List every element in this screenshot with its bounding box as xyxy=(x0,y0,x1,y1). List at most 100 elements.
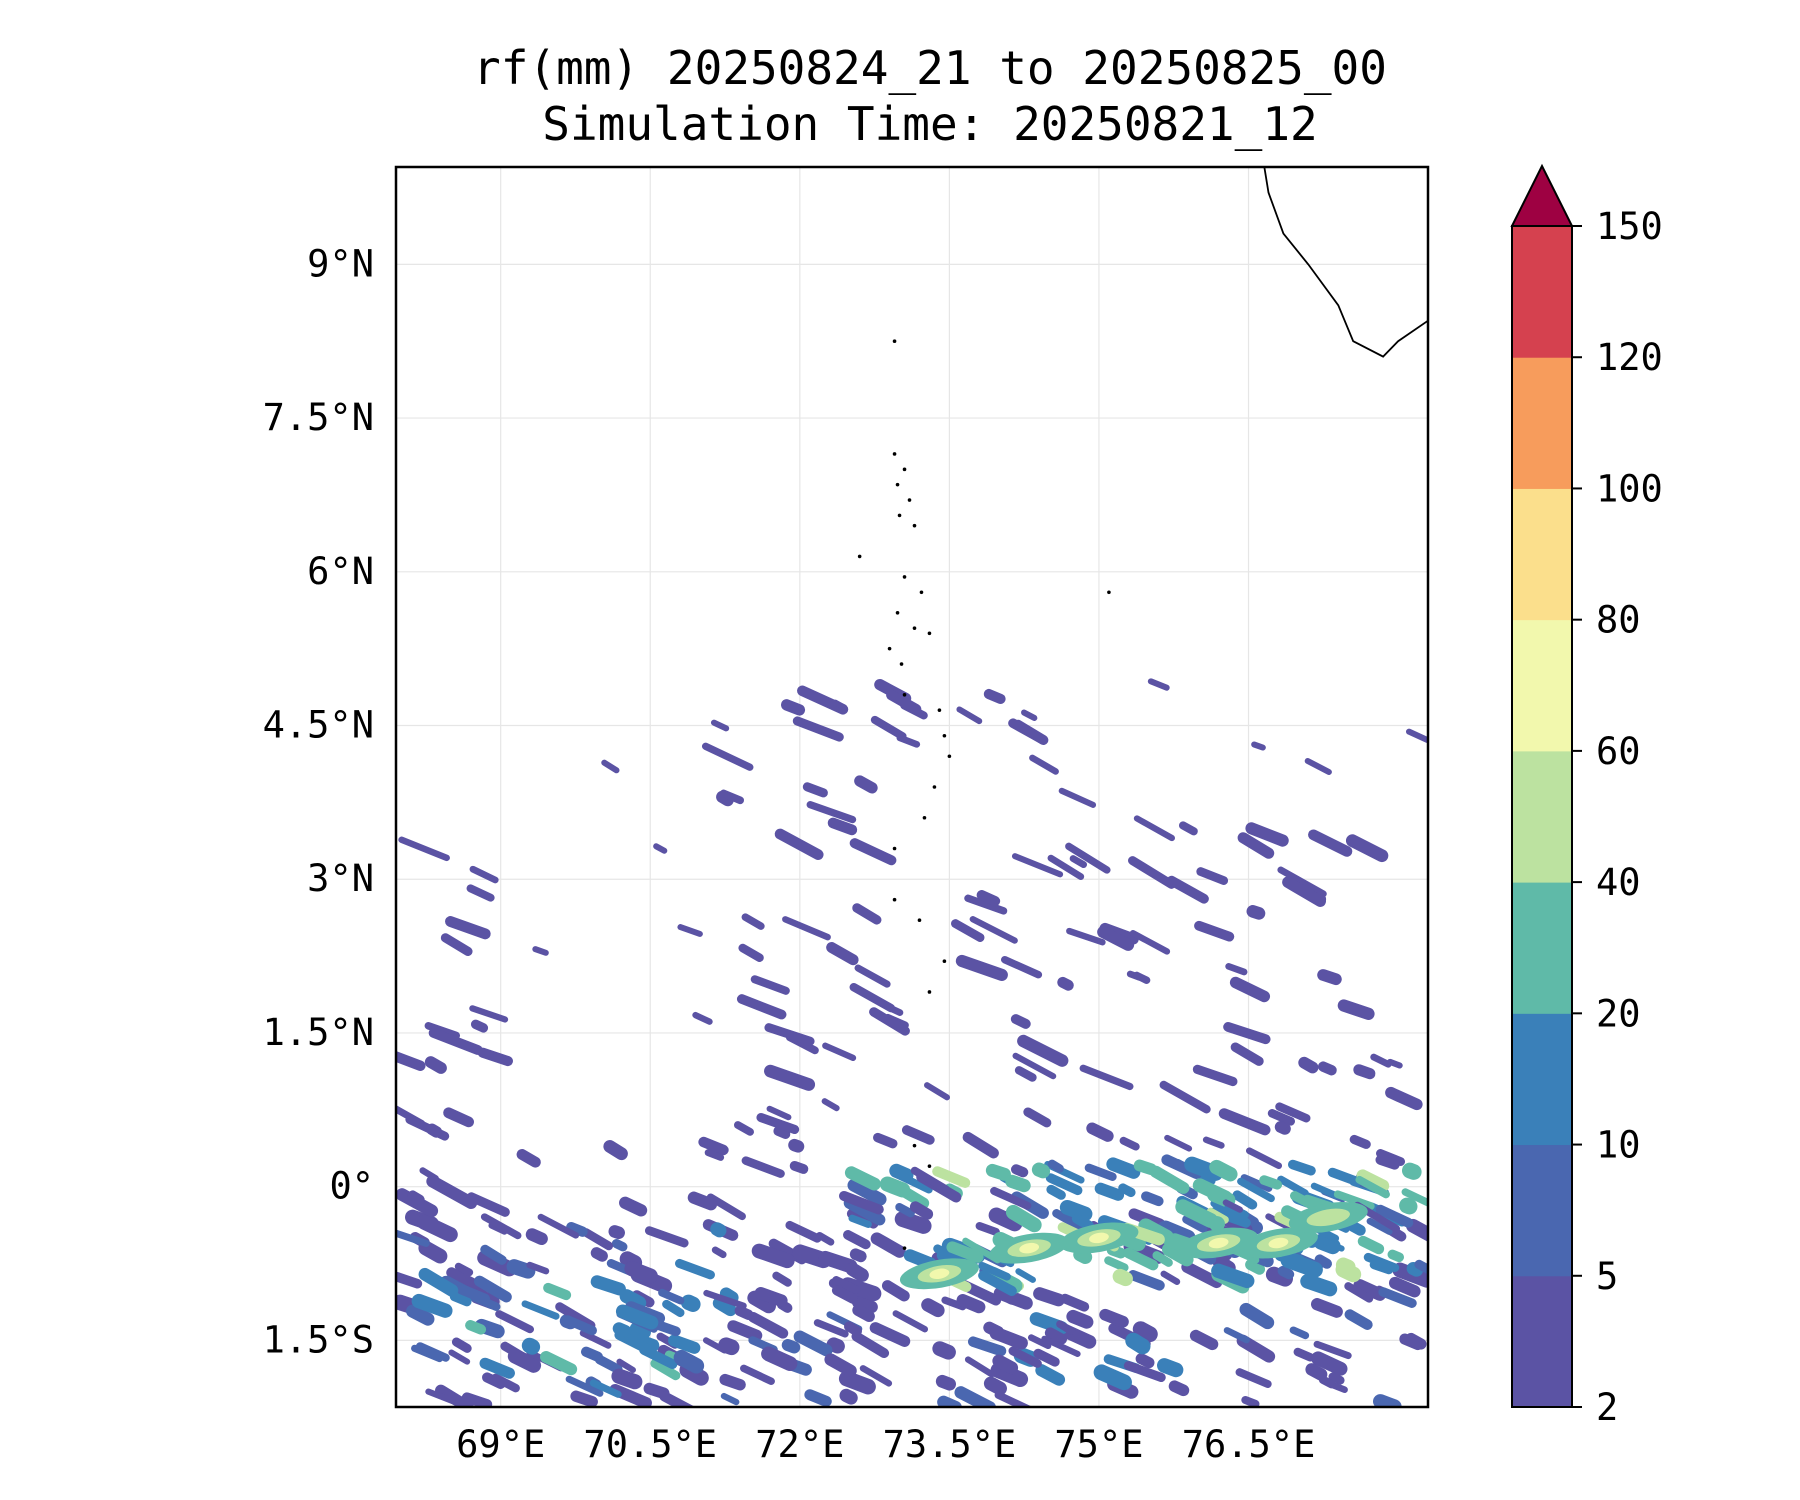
rain-patch xyxy=(849,1248,867,1263)
rain-patch xyxy=(824,1353,857,1377)
rain-patch xyxy=(869,1322,911,1347)
rain-patch xyxy=(788,1138,805,1153)
rain-patch xyxy=(832,699,848,711)
rain-patch xyxy=(1031,1162,1051,1179)
island-dot xyxy=(932,785,937,789)
rain-patch xyxy=(1232,1190,1258,1210)
rain-patch xyxy=(1029,754,1059,775)
rain-patch xyxy=(946,1241,984,1263)
island-dot xyxy=(902,692,907,697)
island-dot xyxy=(912,1143,917,1148)
rain-patch xyxy=(1104,1256,1129,1272)
rain-patch xyxy=(470,1019,489,1033)
rain-patch xyxy=(718,1337,740,1356)
rain-patch xyxy=(849,983,896,1013)
island-dot xyxy=(919,590,924,595)
rain-patch xyxy=(1011,1164,1029,1178)
rain-patch xyxy=(976,890,1001,907)
rain-patch xyxy=(608,1225,625,1240)
rain-patch xyxy=(983,1376,1007,1396)
rain-patch xyxy=(1387,1058,1403,1069)
rain-patch xyxy=(480,1244,507,1265)
rain-patch xyxy=(415,1342,450,1362)
chart-title: rf(mm) 20250824_21 to 20250825_00 xyxy=(473,41,1387,95)
rain-patch xyxy=(756,1112,800,1135)
rain-patch xyxy=(932,1166,971,1188)
rain-patch xyxy=(1059,1199,1093,1222)
island-dot xyxy=(892,846,897,851)
rain-patch xyxy=(1385,1086,1423,1111)
colorbar-segment xyxy=(1512,619,1572,752)
rain-patch xyxy=(1280,1252,1323,1278)
rain-patch xyxy=(1125,1332,1151,1355)
rain-patch xyxy=(852,1304,875,1323)
rain-patch xyxy=(992,1354,1019,1375)
rain-patch xyxy=(601,759,620,774)
rain-patch xyxy=(1027,1334,1052,1350)
island-dot xyxy=(899,662,904,666)
rain-patch xyxy=(1414,1259,1428,1275)
rain-patch xyxy=(978,1270,1017,1296)
rain-patch xyxy=(1363,1252,1400,1273)
rain-patch xyxy=(792,716,844,742)
rain-patch xyxy=(1094,1182,1125,1201)
rain-patch xyxy=(1209,1159,1238,1182)
rain-patch xyxy=(956,706,983,725)
rain-patch xyxy=(985,1163,1011,1181)
rain-patch xyxy=(1189,1329,1219,1351)
rain-patch xyxy=(1289,1326,1310,1340)
rain-patch xyxy=(1387,1249,1404,1263)
rain-patch xyxy=(1044,1327,1068,1345)
rain-patch xyxy=(827,817,858,836)
rain-patch xyxy=(479,1357,515,1379)
rain-patch xyxy=(854,964,891,988)
rain-patch xyxy=(1399,1197,1418,1215)
rain-patch xyxy=(480,1213,522,1240)
rain-patch xyxy=(1123,1361,1166,1382)
colorbar-frame xyxy=(1511,225,1573,1408)
rain-patch xyxy=(956,1294,986,1314)
rain-patch xyxy=(1168,1380,1190,1397)
rain-patch xyxy=(639,1345,678,1370)
rain-patch xyxy=(1005,1174,1031,1193)
rain-patch xyxy=(687,1191,718,1211)
rain-patch xyxy=(766,1105,792,1121)
island-dot xyxy=(907,498,912,502)
latitude-tick-label: 1.5°S xyxy=(263,1318,374,1361)
rain-patch xyxy=(1293,1347,1315,1362)
rain-patch xyxy=(1119,1136,1140,1151)
longitude-tick-label: 73.5°E xyxy=(883,1423,1017,1466)
longitude-tick-label: 69°E xyxy=(456,1423,545,1466)
rain-patch xyxy=(644,1226,689,1248)
rain-patch xyxy=(851,1295,878,1314)
rain-patch xyxy=(469,1005,509,1023)
colorbar-segment xyxy=(1512,882,1572,1014)
rain-core-peak xyxy=(1019,1242,1040,1254)
rain-patch xyxy=(1160,1270,1181,1285)
rain-patch xyxy=(1314,1254,1332,1269)
rain-patch xyxy=(747,1311,789,1339)
rain-patch xyxy=(580,1346,603,1362)
island-dot xyxy=(1107,590,1111,595)
latitude-tick-label: 9°N xyxy=(307,242,374,285)
rain-patch xyxy=(703,1289,747,1310)
rain-patch xyxy=(1196,867,1229,885)
rain-patch xyxy=(712,1297,737,1317)
colorbar-segment xyxy=(1512,750,1572,883)
rain-patch xyxy=(474,1275,512,1303)
rain-patch xyxy=(852,903,882,925)
rain-patch xyxy=(1202,1136,1225,1149)
colorbar: 2 5 10 20 40 60 80 100 120 150 xyxy=(1510,163,1663,1429)
island-dot xyxy=(947,754,952,759)
rain-patch xyxy=(761,1346,798,1371)
rain-patch xyxy=(969,916,1018,944)
rain-patch xyxy=(1159,1080,1211,1114)
rain-patch xyxy=(477,1250,517,1277)
rain-patch xyxy=(1344,1309,1373,1330)
rain-patch xyxy=(1152,1251,1173,1267)
rain-patch xyxy=(1277,1265,1295,1280)
rain-patch xyxy=(1192,1064,1238,1087)
island-dot xyxy=(917,918,922,923)
rain-core-peak xyxy=(1208,1237,1229,1249)
rain-patch xyxy=(1366,1217,1393,1235)
